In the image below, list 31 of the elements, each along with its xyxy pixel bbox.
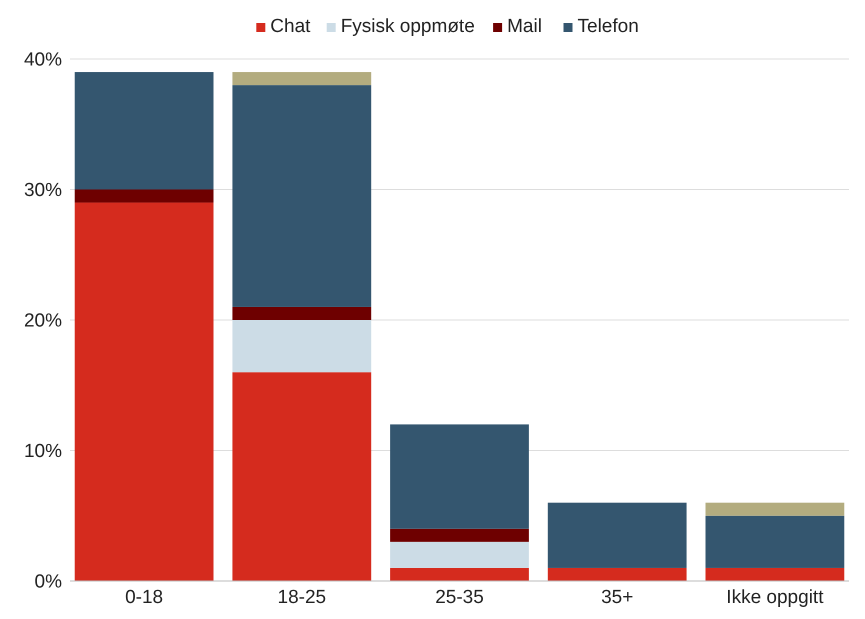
bar <box>232 85 372 307</box>
y-tick-label: 10% <box>24 441 62 462</box>
bar <box>390 542 529 568</box>
bar <box>390 528 529 542</box>
bar <box>706 502 844 516</box>
bar <box>232 72 372 86</box>
x-tick-label: 18-25 <box>278 587 326 608</box>
x-tick-label: 35+ <box>601 587 634 608</box>
legend-label: Mail <box>507 16 542 37</box>
bar <box>232 306 372 320</box>
bar <box>232 320 372 372</box>
bar <box>390 568 529 581</box>
y-tick-label: 20% <box>24 310 62 332</box>
bar <box>706 568 844 581</box>
bar <box>706 516 844 568</box>
legend-label: Chat <box>270 16 312 37</box>
x-tick-label: Ikke oppgitt <box>726 587 824 608</box>
legend-label: Telefon <box>578 16 639 37</box>
bar <box>232 372 372 581</box>
bar <box>548 502 687 568</box>
bar <box>74 72 214 190</box>
bar <box>548 568 687 581</box>
bar <box>74 190 214 203</box>
y-tick-label: 40% <box>24 50 62 71</box>
x-tick-label: 0-18 <box>125 587 164 608</box>
y-tick-label: 0% <box>34 572 62 593</box>
legend-label: Fysisk oppmøte <box>340 16 475 37</box>
y-tick-label: 30% <box>24 180 62 202</box>
x-tick-label: 25-35 <box>435 587 484 608</box>
bar <box>74 202 214 581</box>
bar <box>390 424 529 529</box>
